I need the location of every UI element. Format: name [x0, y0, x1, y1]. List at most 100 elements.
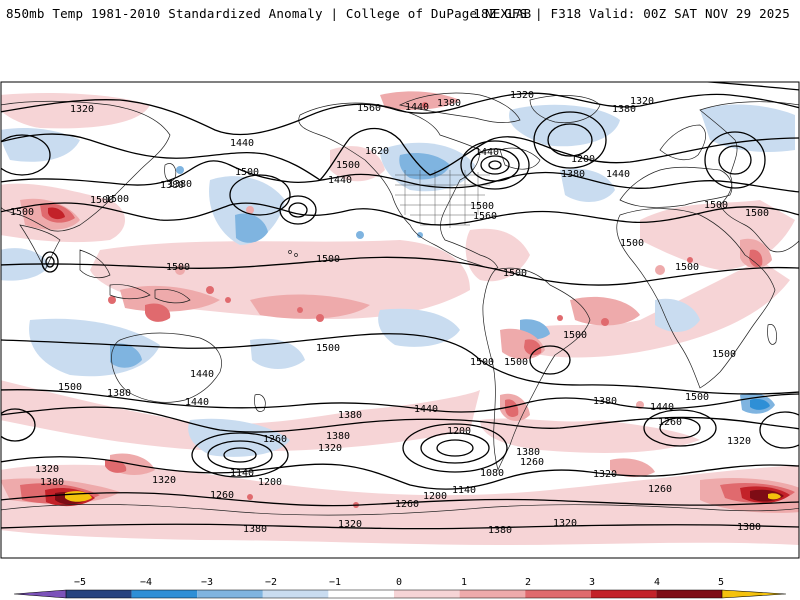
contour-label: 1380: [326, 431, 350, 442]
contour-label: 1320: [553, 518, 577, 529]
colorbar-tick: 2: [525, 577, 531, 588]
colorbar-tick: −5: [74, 577, 86, 588]
contour-label: 1260: [648, 484, 672, 495]
contour-labels: 1320 1320 1320 1320 1440 1380 1380 1560 …: [10, 71, 769, 536]
contour-label: 1500: [712, 349, 736, 360]
contour-label: 1380: [40, 477, 64, 488]
colorbar-segment: [131, 590, 198, 598]
contour-label: 1320: [630, 96, 654, 107]
contour-label: 1320: [285, 71, 309, 82]
contour-label: 1500: [235, 167, 259, 178]
contour-label: 1320: [593, 469, 617, 480]
colorbar-tick: −2: [265, 577, 277, 588]
contour-label: 1320: [152, 475, 176, 486]
contour-label: 1380: [243, 524, 267, 535]
contour-label: 1380: [516, 447, 540, 458]
map-frame: [0, 81, 800, 559]
contour-label: 1500: [336, 160, 360, 171]
contour-label: 1380: [593, 396, 617, 407]
contour-label: 1500: [675, 262, 699, 273]
contour-label: 1200: [423, 491, 447, 502]
contour-label: 1500: [166, 262, 190, 273]
contour-label: 1440: [606, 169, 630, 180]
contour-label: 1320: [727, 436, 751, 447]
contour-label: 1320: [318, 443, 342, 454]
colorbar-segment: [394, 590, 460, 598]
colorbar-segment: [590, 590, 657, 598]
colorbar-segment: [66, 590, 132, 598]
colorbar-segment: [262, 590, 329, 598]
contour-label: 1200: [447, 426, 471, 437]
contour-label: 1380: [160, 180, 184, 191]
colorbar-tick: 1: [461, 577, 467, 588]
colorbar-tick: −4: [140, 577, 152, 588]
contour-label: 1440: [328, 175, 352, 186]
contour-label: 1500: [745, 208, 769, 219]
contour-label: 1260: [210, 490, 234, 501]
contour-label: 1500: [316, 343, 340, 354]
colorbar-tick: −1: [329, 577, 341, 588]
contour-label: 1140: [230, 468, 254, 479]
contour-label: 1200: [571, 154, 595, 165]
contour-label: 1260: [520, 457, 544, 468]
colorbar-left-arrow: [14, 590, 66, 598]
colorbar-segment: [197, 590, 263, 598]
height-contours: [1, 82, 799, 530]
contour-label: 1320: [35, 464, 59, 475]
contour-label: 1320: [338, 519, 362, 530]
contour-label: 1500: [105, 194, 129, 205]
contour-label: 1380: [488, 525, 512, 536]
contour-label: 1500: [470, 201, 494, 212]
contour-label: 1380: [561, 169, 585, 180]
contour-label: 1380: [168, 179, 192, 190]
contour-label: 1500: [685, 392, 709, 403]
contour-label: 1380: [737, 522, 761, 533]
contour-label: 1380: [338, 410, 362, 421]
colorbar-tick: 0: [396, 577, 402, 588]
contour-label: 1380: [437, 98, 461, 109]
contour-label: 1440: [650, 402, 674, 413]
colorbar-tick: 5: [718, 577, 724, 588]
contour-label: 1440: [475, 147, 499, 158]
contour-label: 1620: [365, 146, 389, 157]
state-boundaries: [395, 170, 490, 228]
colorbar-segment: [328, 590, 394, 598]
contour-label: 1500: [316, 254, 340, 265]
contour-label: 1380: [107, 388, 131, 399]
contour-label: 1500: [90, 195, 114, 206]
contour-label: 1440: [190, 369, 214, 380]
run-info: 18Z GFS | F318 Valid: 00Z SAT NOV 29 202…: [473, 6, 790, 21]
contour-label: 1500: [10, 207, 34, 218]
contour-label: 1440: [414, 404, 438, 415]
contour-label: 1560: [357, 103, 381, 114]
contour-label: 1200: [258, 477, 282, 488]
contour-label: 1260: [395, 499, 419, 510]
colorbar-segment: [459, 590, 526, 598]
colorbar-segment: [656, 590, 722, 598]
contour-label: 1500: [503, 268, 527, 279]
colorbar: −5 −4 −3 −2 −1 0 1 2 3 4 5: [13, 577, 787, 599]
contour-label: 1500: [470, 357, 494, 368]
colorbar-tick: 4: [654, 577, 660, 588]
colorbar-right-arrow: [722, 590, 786, 598]
contour-label: 1500: [58, 382, 82, 393]
colorbar-segment: [525, 590, 591, 598]
contour-label: 1080: [480, 468, 504, 479]
contour-label: 1440: [185, 397, 209, 408]
contour-label: 1380: [612, 104, 636, 115]
map-title: 850mb Temp 1981-2010 Standardized Anomal…: [6, 6, 532, 21]
colorbar-tick: 3: [589, 577, 595, 588]
contour-label: 1500: [704, 200, 728, 211]
contour-label: 1320: [510, 90, 534, 101]
contour-label: 1140: [452, 485, 476, 496]
contour-label: 1500: [504, 357, 528, 368]
colorbar-tick: −3: [201, 577, 213, 588]
contour-label: 1260: [658, 417, 682, 428]
contour-label: 1500: [620, 238, 644, 249]
contour-label: 1320: [70, 104, 94, 115]
contour-label: 1440: [405, 102, 429, 113]
contour-label: 1440: [230, 138, 254, 149]
contour-label: 1560: [473, 211, 497, 222]
contour-label: 1500: [563, 330, 587, 341]
